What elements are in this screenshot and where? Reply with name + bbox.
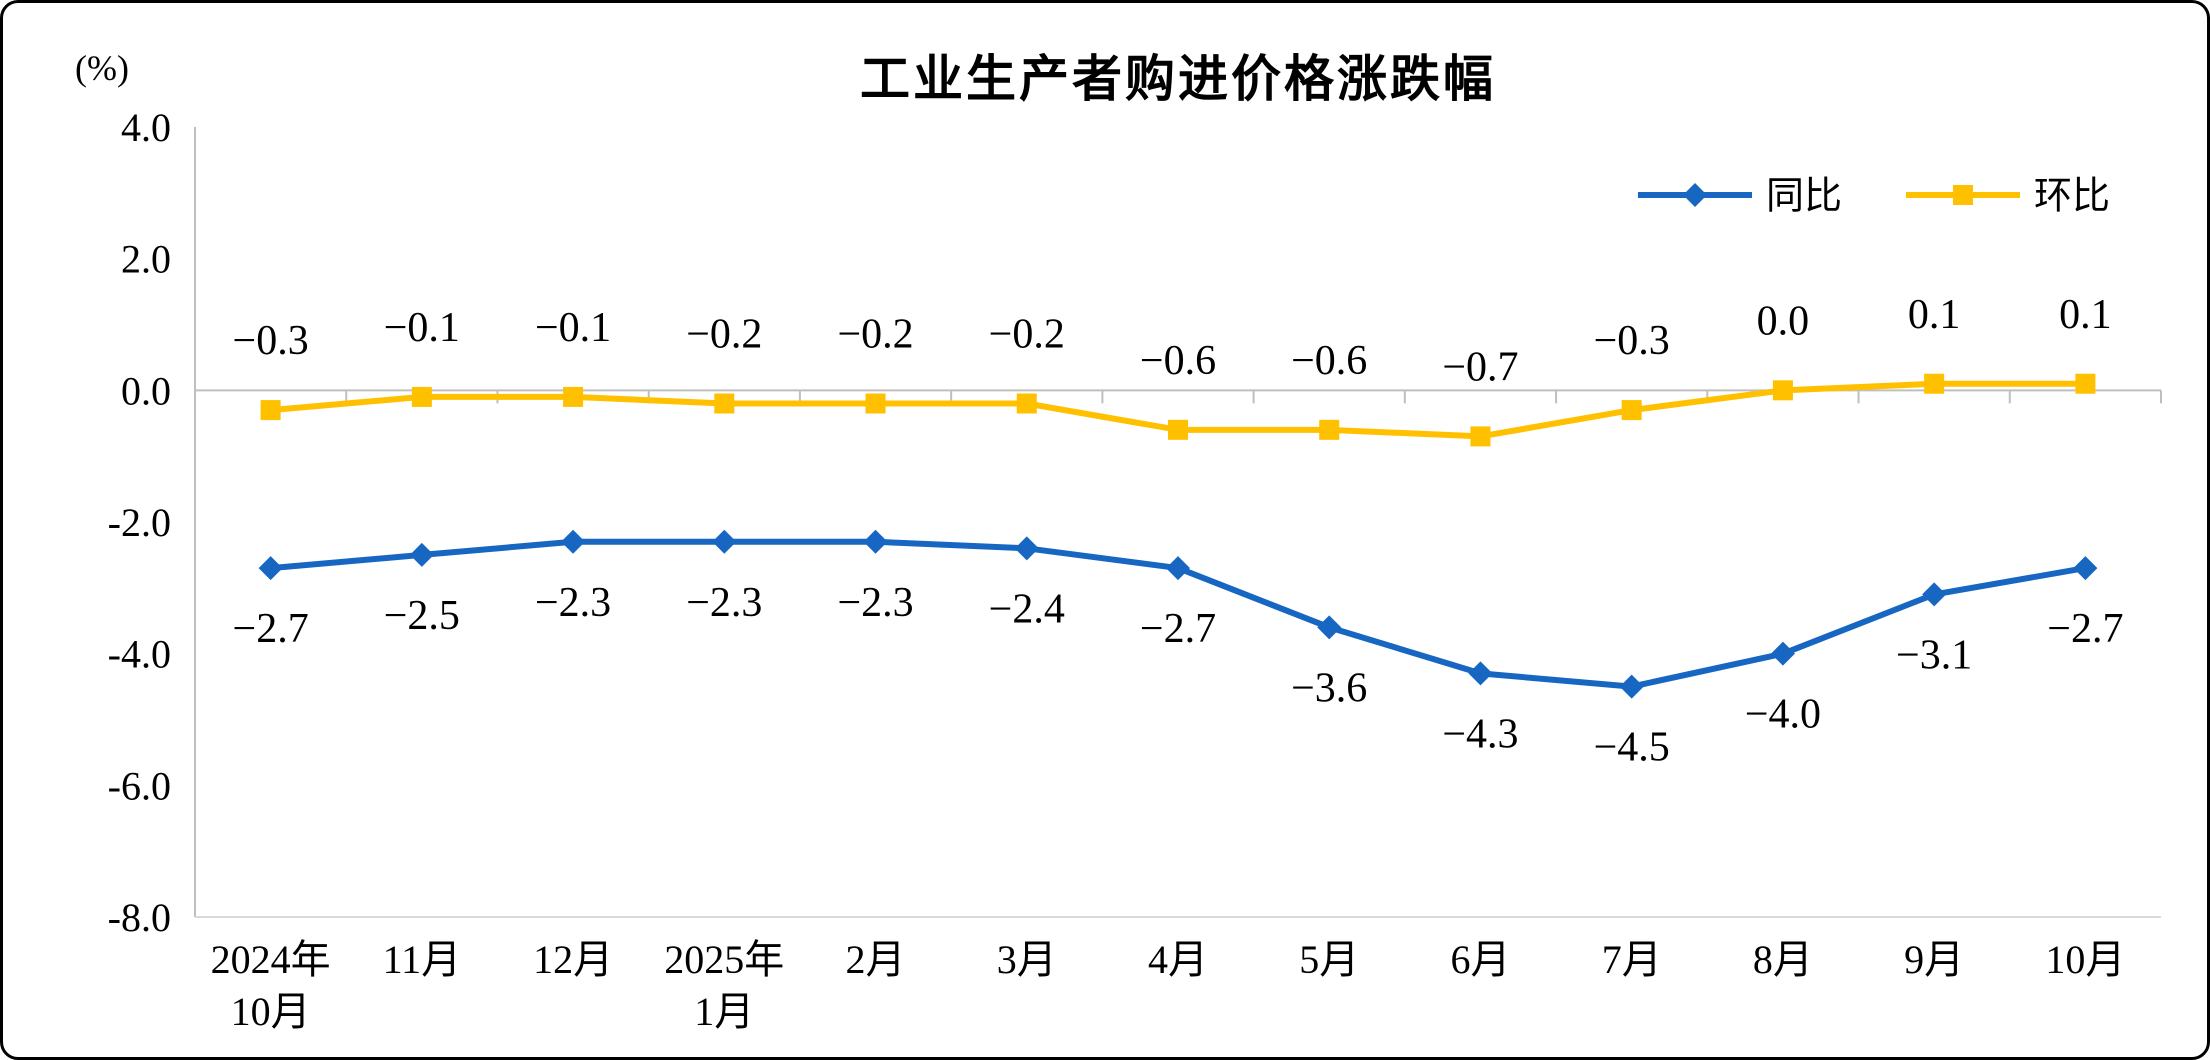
x-category-label: 5月 xyxy=(1299,937,1359,982)
series-marker-0 xyxy=(712,529,737,554)
series-marker-1 xyxy=(1772,380,1793,401)
series-data-label-1: −0.2 xyxy=(837,312,913,358)
y-tick-label: -8.0 xyxy=(108,895,171,940)
series-data-label-1: 0.0 xyxy=(1757,298,1810,344)
x-category-label: 6月 xyxy=(1450,937,1510,982)
legend-marker-1 xyxy=(1953,185,1973,205)
legend-label-0: 同比 xyxy=(1766,175,1842,217)
series-marker-0 xyxy=(409,542,434,567)
series-marker-0 xyxy=(1166,556,1190,581)
y-tick-label: -2.0 xyxy=(108,500,171,545)
series-marker-1 xyxy=(1168,419,1188,440)
series-data-label-0: −4.3 xyxy=(1442,711,1518,757)
x-category-label: 12月 xyxy=(533,937,613,982)
series-marker-0 xyxy=(1770,641,1795,666)
series-data-label-0: −3.1 xyxy=(1896,632,1972,678)
series-marker-1 xyxy=(714,393,735,414)
series-data-label-1: 0.1 xyxy=(2059,292,2112,338)
legend-label-1: 环比 xyxy=(2034,175,2110,217)
series-marker-1 xyxy=(1319,419,1340,440)
series-marker-1 xyxy=(1470,426,1491,447)
series-data-label-1: −0.1 xyxy=(535,305,611,351)
series-marker-1 xyxy=(1924,373,1945,394)
legend-marker-0 xyxy=(1683,183,1707,207)
series-marker-1 xyxy=(2075,373,2096,394)
x-category-label: 2月 xyxy=(846,937,906,982)
series-data-label-1: 0.1 xyxy=(1908,292,1961,338)
series-data-label-0: −2.3 xyxy=(837,580,913,626)
series-data-label-1: −0.6 xyxy=(1140,338,1216,384)
series-marker-1 xyxy=(260,400,281,421)
x-category-label: 3月 xyxy=(997,937,1057,982)
series-data-label-1: −0.6 xyxy=(1291,338,1367,384)
x-category-label: 2025年 1月 xyxy=(664,937,784,1034)
series-data-label-0: −3.6 xyxy=(1291,665,1367,711)
x-category-label: 7月 xyxy=(1602,937,1662,982)
series-marker-1 xyxy=(1016,393,1037,414)
series-marker-0 xyxy=(1014,536,1039,561)
x-category-label: 11月 xyxy=(383,937,462,982)
y-tick-label: -4.0 xyxy=(108,632,171,677)
x-category-label: 8月 xyxy=(1753,937,1813,982)
series-data-label-0: −2.7 xyxy=(2047,606,2123,652)
y-tick-label: 4.0 xyxy=(121,105,171,150)
series-marker-0 xyxy=(1619,674,1644,699)
series-data-label-0: −2.7 xyxy=(1140,606,1216,652)
x-category-label: 4月 xyxy=(1148,937,1208,982)
series-data-label-0: −2.4 xyxy=(989,586,1065,632)
series-data-label-1: −0.2 xyxy=(686,312,762,358)
x-category-label: 9月 xyxy=(1904,937,1964,982)
series-marker-0 xyxy=(258,556,283,581)
series-data-label-0: −2.3 xyxy=(535,580,611,626)
series-data-label-0: −2.7 xyxy=(233,606,309,652)
y-tick-label: 0.0 xyxy=(121,368,171,413)
series-data-label-1: −0.7 xyxy=(1442,344,1518,390)
series-marker-1 xyxy=(865,393,886,414)
y-tick-label: -6.0 xyxy=(108,763,171,808)
series-marker-0 xyxy=(561,529,586,554)
y-tick-label: 2.0 xyxy=(121,237,171,282)
series-marker-0 xyxy=(1922,582,1947,607)
series-data-label-0: −4.0 xyxy=(1745,692,1821,738)
series-data-label-0: −4.5 xyxy=(1594,725,1670,771)
series-marker-0 xyxy=(1317,615,1342,640)
y-axis-unit-label: (%) xyxy=(75,48,129,88)
line-chart: 4.0 2.0 0.0 -2.0 -4.0 -6.0 -8.0 2024年 10月 11月 12月 2… xyxy=(108,105,2162,1034)
series-data-label-1: −0.2 xyxy=(989,312,1065,358)
series-marker-1 xyxy=(563,386,584,407)
series-marker-0 xyxy=(2073,556,2098,581)
series-marker-1 xyxy=(1621,400,1642,421)
series-marker-1 xyxy=(411,386,432,407)
x-category-label: 2024年 10月 xyxy=(211,937,331,1034)
series-data-label-1: −0.3 xyxy=(1594,318,1670,364)
series-marker-0 xyxy=(863,529,888,554)
series-marker-0 xyxy=(1468,661,1493,686)
series-data-label-0: −2.3 xyxy=(686,580,762,626)
series-data-label-1: −0.1 xyxy=(384,305,460,351)
x-category-label: 10月 xyxy=(2045,937,2125,982)
chart-title: 工业生产者购进价格涨跌幅 xyxy=(860,51,1496,107)
series-data-label-0: −2.5 xyxy=(384,593,460,639)
series-data-label-1: −0.3 xyxy=(233,318,309,364)
